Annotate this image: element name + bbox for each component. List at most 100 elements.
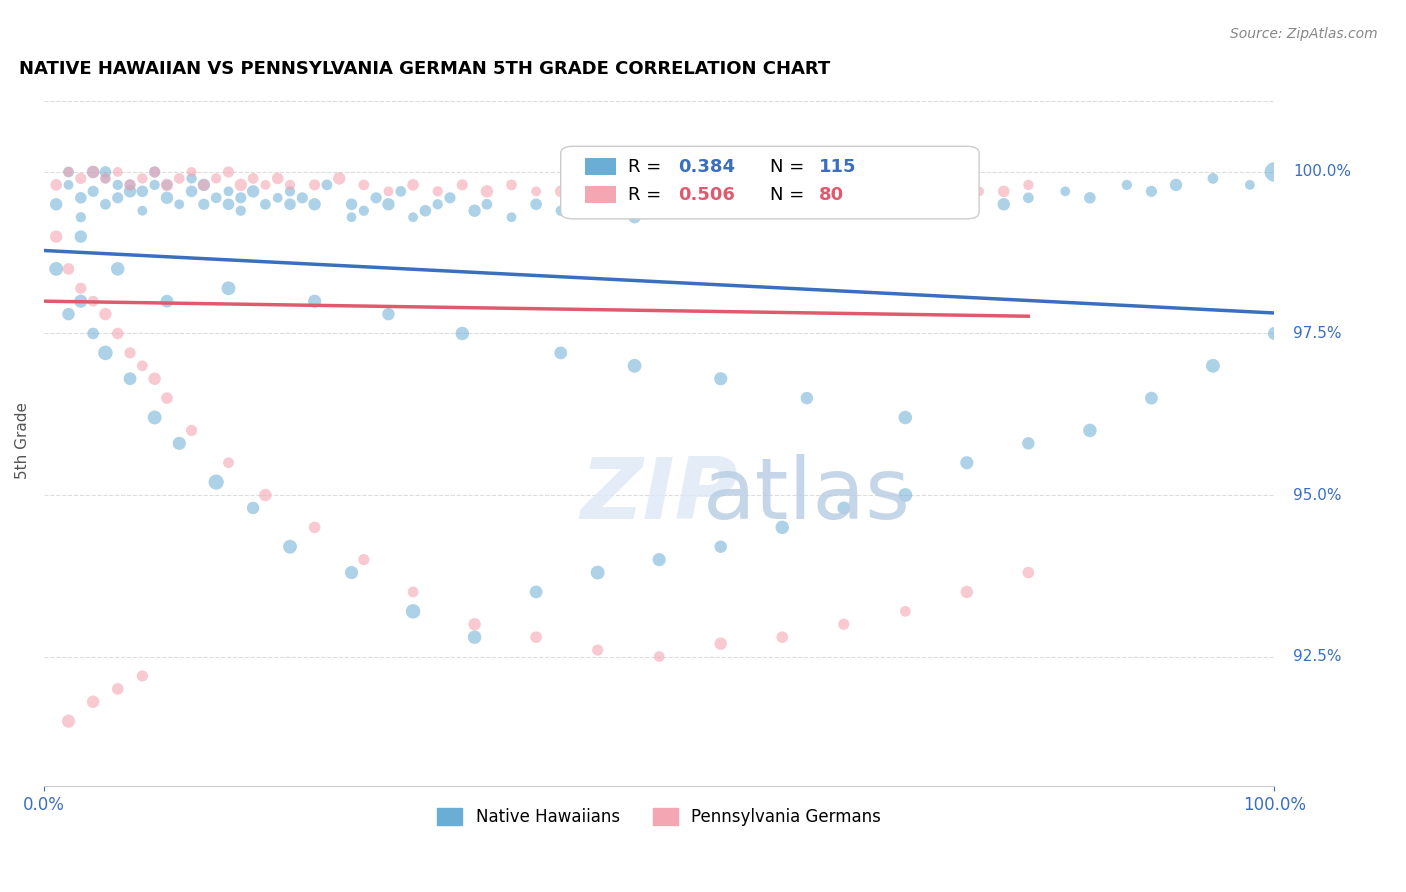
Point — [180, 185, 202, 199]
Point — [205, 191, 228, 205]
Point — [967, 185, 990, 199]
Point — [69, 210, 91, 224]
Text: Source: ZipAtlas.com: Source: ZipAtlas.com — [1230, 27, 1378, 41]
Point — [402, 178, 425, 192]
Point — [1017, 436, 1039, 450]
Point — [58, 714, 80, 728]
Point — [143, 410, 166, 425]
Point — [956, 585, 979, 599]
Point — [205, 475, 228, 489]
Point — [820, 185, 842, 199]
Point — [143, 178, 166, 192]
Point — [869, 185, 891, 199]
Point — [956, 456, 979, 470]
Point — [475, 185, 498, 199]
Point — [118, 178, 141, 192]
Point — [45, 261, 67, 276]
Point — [242, 185, 264, 199]
Point — [254, 488, 277, 502]
Point — [267, 191, 290, 205]
Point — [796, 203, 818, 218]
Point — [278, 197, 301, 211]
Text: N =: N = — [770, 158, 810, 176]
Point — [340, 210, 363, 224]
Point — [770, 197, 793, 211]
Y-axis label: 5th Grade: 5th Grade — [15, 401, 30, 479]
Point — [107, 165, 129, 179]
Point — [107, 681, 129, 696]
Point — [167, 171, 190, 186]
Text: ZIP: ZIP — [581, 454, 738, 537]
Point — [648, 552, 671, 566]
Point — [710, 197, 733, 211]
Point — [82, 185, 104, 199]
Point — [832, 191, 855, 205]
Point — [69, 229, 91, 244]
Point — [156, 294, 179, 309]
Point — [229, 191, 252, 205]
Point — [69, 171, 91, 186]
Point — [1140, 391, 1163, 405]
Point — [118, 346, 141, 360]
Point — [340, 566, 363, 580]
Point — [672, 185, 695, 199]
Point — [45, 229, 67, 244]
Point — [377, 307, 399, 321]
Point — [721, 185, 744, 199]
Point — [156, 391, 179, 405]
Point — [796, 391, 818, 405]
Point — [426, 185, 449, 199]
Point — [1140, 185, 1163, 199]
Point — [1263, 326, 1285, 341]
Point — [304, 294, 326, 309]
Point — [993, 185, 1015, 199]
Point — [648, 185, 671, 199]
Point — [402, 210, 425, 224]
Point — [304, 197, 326, 211]
Point — [845, 178, 868, 192]
Point — [156, 191, 179, 205]
Point — [82, 695, 104, 709]
Point — [599, 185, 621, 199]
Point — [377, 185, 399, 199]
Point — [439, 191, 461, 205]
Point — [1115, 178, 1137, 192]
Point — [451, 326, 474, 341]
Point — [894, 604, 917, 618]
Point — [193, 197, 215, 211]
Point — [131, 185, 153, 199]
Text: R =: R = — [628, 186, 668, 203]
Point — [82, 165, 104, 179]
Point — [993, 197, 1015, 211]
Point — [328, 171, 350, 186]
Point — [167, 197, 190, 211]
Point — [1239, 178, 1261, 192]
Point — [1078, 424, 1101, 438]
Point — [193, 178, 215, 192]
Text: R =: R = — [628, 158, 668, 176]
Point — [475, 197, 498, 211]
Point — [770, 520, 793, 534]
Point — [832, 500, 855, 515]
Point — [586, 566, 609, 580]
Point — [426, 197, 449, 211]
Point — [278, 178, 301, 192]
Point — [956, 185, 979, 199]
Point — [69, 294, 91, 309]
Point — [131, 669, 153, 683]
Text: NATIVE HAWAIIAN VS PENNSYLVANIA GERMAN 5TH GRADE CORRELATION CHART: NATIVE HAWAIIAN VS PENNSYLVANIA GERMAN 5… — [20, 60, 831, 78]
Point — [710, 540, 733, 554]
Point — [316, 178, 339, 192]
Point — [501, 178, 523, 192]
Point — [304, 178, 326, 192]
Point — [58, 178, 80, 192]
Point — [770, 630, 793, 644]
Point — [648, 649, 671, 664]
Point — [366, 191, 388, 205]
Point — [464, 617, 486, 632]
Point — [118, 372, 141, 386]
Point — [58, 165, 80, 179]
Point — [107, 326, 129, 341]
Point — [143, 165, 166, 179]
Point — [894, 191, 917, 205]
